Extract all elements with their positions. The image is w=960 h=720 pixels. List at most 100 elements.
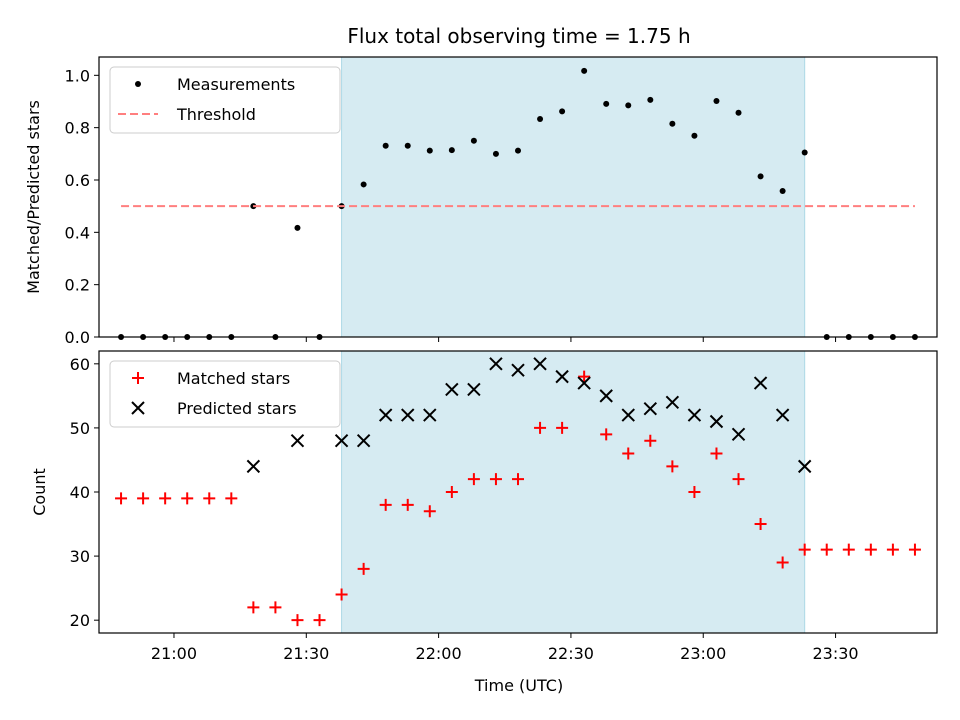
matched-star-point [291,614,304,627]
predicted-star-point [467,382,481,397]
legend: Measurements Threshold [109,66,341,134]
predicted-star-point [775,408,790,422]
predicted-star-point [797,459,812,474]
legend-dot-marker [135,81,141,87]
y-tick-label: 0.4 [65,223,90,242]
matched-star-point [534,421,547,434]
measurement-point [779,187,786,194]
predicted-star-point [334,434,349,448]
bottom-panel: 20 30 40 50 60 21:00 21:30 22:00 22:30 23:00 23:30… [70,350,938,663]
matched-star-point [467,473,480,486]
plot-marks [115,357,921,627]
matched-star-point [115,492,128,505]
observing-span [341,56,806,338]
predicted-star-point [511,363,525,377]
matched-star-point [622,447,635,460]
measurement-point [492,150,499,157]
measurement-point [426,147,433,154]
measurement-point [360,181,367,188]
x-tick-label: 23:30 [813,644,859,663]
measurement-point [559,108,566,115]
x-tick-label: 22:30 [548,644,594,663]
predicted-star-point [533,357,547,371]
axes-frame [98,56,938,338]
measurement-point [647,96,654,103]
matched-star-point [600,428,613,441]
y-tick-label: 30 [70,547,90,566]
legend-label: Measurements [177,75,295,94]
measurement-point [669,120,676,127]
matched-star-point [864,543,877,556]
y-tick-label: 0.0 [65,328,90,347]
measurement-point [470,137,477,144]
legend-box [109,360,341,428]
matched-star-point [754,518,767,531]
matched-star-point [181,492,194,505]
bottom-y-axis-label: Count [30,468,49,516]
matched-star-point [401,498,414,511]
x-tick-label: 23:00 [680,644,726,663]
predicted-star-point [401,408,415,422]
top-y-axis-label: Matched/Predicted stars [24,100,43,294]
top-panel: 0.0 0.2 0.4 0.6 0.8 1.0 Measurements Threshold [65,56,938,347]
x-tick-label: 21:30 [283,644,329,663]
legend-x-marker [131,401,145,415]
predicted-star-point [665,395,680,409]
measurement-point [404,142,411,149]
matched-star-point [886,543,899,556]
predicted-star-point [445,382,459,397]
measurement-point [581,67,588,74]
predicted-star-point [643,401,658,416]
legend-plus-marker [132,372,144,384]
matched-star-point [247,601,260,614]
matched-star-point [225,492,238,505]
measurement-point [735,109,742,116]
matched-star-point [379,498,392,511]
legend-box [109,66,341,134]
predicted-star-point [356,434,371,448]
predicted-star-point [246,459,261,474]
matched-star-point [820,543,833,556]
measurement-point [448,147,455,154]
matched-star-point [688,486,701,498]
matched-star-point [556,421,569,434]
matched-star-point [335,588,348,601]
predicted-star-point [555,369,569,384]
predicted-star-point [290,434,305,448]
legend-label: Predicted stars [177,399,297,418]
measurement-point [691,132,698,139]
measurement-point [515,147,521,154]
matched-star-point [445,486,458,498]
y-tick-label: 0.8 [65,119,90,138]
matched-star-point [776,556,789,569]
x-axis-label: Time (UTC) [474,676,563,695]
predicted-star-point [753,376,768,390]
predicted-star-point [423,408,437,422]
y-tick-label: 40 [70,483,90,502]
predicted-star-point [378,408,393,422]
measurement-point [382,142,389,149]
y-tick-label: 1.0 [65,66,90,85]
observing-span [341,350,806,634]
axes-frame [98,350,938,634]
legend-label: Threshold [176,105,256,124]
measurement-point [625,102,632,109]
predicted-star-point [731,427,746,442]
measurement-point [801,149,808,156]
measurement-point [757,173,764,180]
measurement-point [294,224,301,231]
predicted-star-point [709,414,724,429]
predicted-star-point [577,376,591,390]
matched-star-point [842,543,855,556]
matched-star-point [423,505,436,518]
predicted-star-point [621,408,635,422]
matched-star-point [357,562,370,575]
predicted-star-point [489,357,503,371]
y-tick-label: 20 [70,611,90,630]
matched-star-point [644,434,657,447]
matched-star-point [710,447,723,460]
matched-star-point [159,492,172,505]
matched-star-point [732,473,745,486]
y-tick-label: 0.2 [65,276,90,295]
